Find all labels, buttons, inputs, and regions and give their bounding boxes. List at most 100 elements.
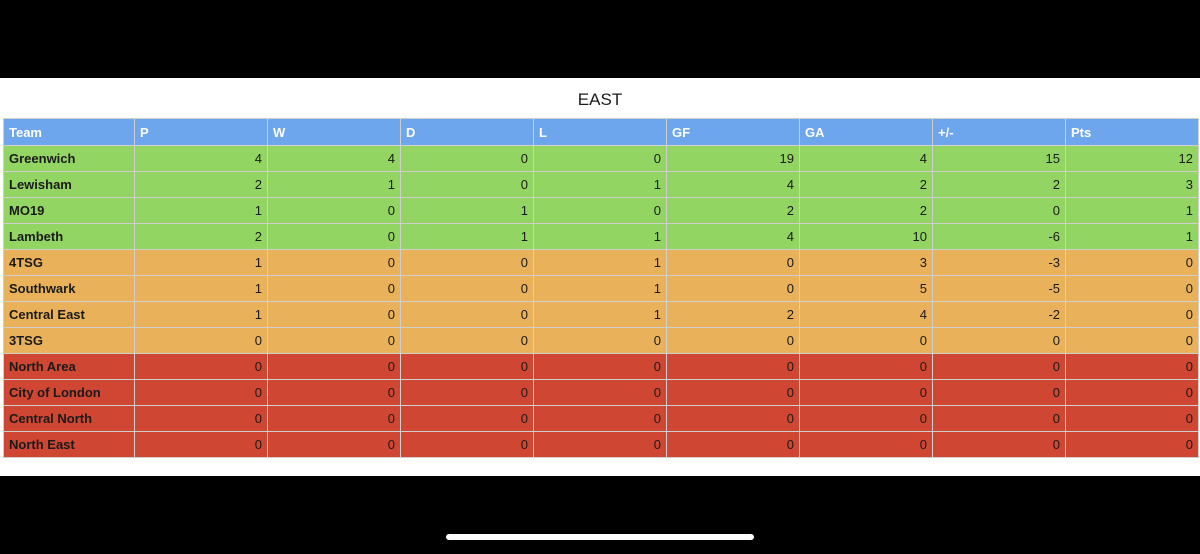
lost-cell[interactable]: 0 <box>533 379 667 406</box>
goals-against-cell[interactable]: 2 <box>799 197 933 224</box>
team-cell[interactable]: North East <box>3 431 135 458</box>
points-cell[interactable]: 0 <box>1065 327 1199 354</box>
lost-cell[interactable]: 1 <box>533 171 667 198</box>
goals-against-cell[interactable]: 0 <box>799 405 933 432</box>
points-cell[interactable]: 3 <box>1065 171 1199 198</box>
drawn-cell[interactable]: 0 <box>400 431 534 458</box>
won-cell[interactable]: 0 <box>267 379 401 406</box>
drawn-cell[interactable]: 1 <box>400 223 534 250</box>
goals-against-cell[interactable]: 4 <box>799 145 933 172</box>
column-header-team[interactable]: Team <box>3 118 135 146</box>
drawn-cell[interactable]: 0 <box>400 171 534 198</box>
column-header-played[interactable]: P <box>134 118 268 146</box>
goals-against-cell[interactable]: 5 <box>799 275 933 302</box>
won-cell[interactable]: 0 <box>267 353 401 380</box>
goals-for-cell[interactable]: 0 <box>666 249 800 276</box>
won-cell[interactable]: 0 <box>267 327 401 354</box>
goals-for-cell[interactable]: 4 <box>666 171 800 198</box>
won-cell[interactable]: 0 <box>267 275 401 302</box>
points-cell[interactable]: 0 <box>1065 405 1199 432</box>
drawn-cell[interactable]: 0 <box>400 405 534 432</box>
goals-against-cell[interactable]: 0 <box>799 327 933 354</box>
played-cell[interactable]: 2 <box>134 171 268 198</box>
goals-for-cell[interactable]: 0 <box>666 405 800 432</box>
team-cell[interactable]: Central North <box>3 405 135 432</box>
played-cell[interactable]: 1 <box>134 249 268 276</box>
goal-difference-cell[interactable]: 0 <box>932 197 1066 224</box>
drawn-cell[interactable]: 0 <box>400 145 534 172</box>
column-header-lost[interactable]: L <box>533 118 667 146</box>
points-cell[interactable]: 0 <box>1065 249 1199 276</box>
lost-cell[interactable]: 1 <box>533 249 667 276</box>
team-cell[interactable]: Central East <box>3 301 135 328</box>
lost-cell[interactable]: 0 <box>533 431 667 458</box>
lost-cell[interactable]: 0 <box>533 353 667 380</box>
team-cell[interactable]: 3TSG <box>3 327 135 354</box>
goal-difference-cell[interactable]: -2 <box>932 301 1066 328</box>
lost-cell[interactable]: 0 <box>533 327 667 354</box>
team-cell[interactable]: City of London <box>3 379 135 406</box>
goal-difference-cell[interactable]: 0 <box>932 379 1066 406</box>
played-cell[interactable]: 1 <box>134 275 268 302</box>
drawn-cell[interactable]: 0 <box>400 301 534 328</box>
points-cell[interactable]: 1 <box>1065 223 1199 250</box>
team-cell[interactable]: North Area <box>3 353 135 380</box>
won-cell[interactable]: 0 <box>267 223 401 250</box>
goal-difference-cell[interactable]: -3 <box>932 249 1066 276</box>
points-cell[interactable]: 1 <box>1065 197 1199 224</box>
team-cell[interactable]: Greenwich <box>3 145 135 172</box>
goal-difference-cell[interactable]: 0 <box>932 327 1066 354</box>
goals-for-cell[interactable]: 0 <box>666 379 800 406</box>
played-cell[interactable]: 0 <box>134 327 268 354</box>
lost-cell[interactable]: 1 <box>533 275 667 302</box>
column-header-goals-against[interactable]: GA <box>799 118 933 146</box>
goals-for-cell[interactable]: 2 <box>666 197 800 224</box>
goals-for-cell[interactable]: 19 <box>666 145 800 172</box>
points-cell[interactable]: 0 <box>1065 379 1199 406</box>
team-cell[interactable]: Southwark <box>3 275 135 302</box>
drawn-cell[interactable]: 0 <box>400 249 534 276</box>
goals-against-cell[interactable]: 10 <box>799 223 933 250</box>
lost-cell[interactable]: 1 <box>533 301 667 328</box>
goals-for-cell[interactable]: 0 <box>666 275 800 302</box>
goals-against-cell[interactable]: 4 <box>799 301 933 328</box>
won-cell[interactable]: 0 <box>267 301 401 328</box>
lost-cell[interactable]: 0 <box>533 197 667 224</box>
goals-against-cell[interactable]: 0 <box>799 353 933 380</box>
column-header-drawn[interactable]: D <box>400 118 534 146</box>
goal-difference-cell[interactable]: -6 <box>932 223 1066 250</box>
goals-for-cell[interactable]: 2 <box>666 301 800 328</box>
played-cell[interactable]: 4 <box>134 145 268 172</box>
goal-difference-cell[interactable]: -5 <box>932 275 1066 302</box>
goal-difference-cell[interactable]: 15 <box>932 145 1066 172</box>
goal-difference-cell[interactable]: 0 <box>932 405 1066 432</box>
team-cell[interactable]: MO19 <box>3 197 135 224</box>
won-cell[interactable]: 0 <box>267 405 401 432</box>
played-cell[interactable]: 0 <box>134 353 268 380</box>
points-cell[interactable]: 0 <box>1065 301 1199 328</box>
played-cell[interactable]: 1 <box>134 197 268 224</box>
home-indicator[interactable] <box>446 534 754 540</box>
played-cell[interactable]: 2 <box>134 223 268 250</box>
points-cell[interactable]: 0 <box>1065 353 1199 380</box>
points-cell[interactable]: 12 <box>1065 145 1199 172</box>
played-cell[interactable]: 0 <box>134 431 268 458</box>
goal-difference-cell[interactable]: 2 <box>932 171 1066 198</box>
column-header-goals-for[interactable]: GF <box>666 118 800 146</box>
goals-for-cell[interactable]: 0 <box>666 431 800 458</box>
played-cell[interactable]: 0 <box>134 405 268 432</box>
column-header-won[interactable]: W <box>267 118 401 146</box>
won-cell[interactable]: 4 <box>267 145 401 172</box>
goals-against-cell[interactable]: 2 <box>799 171 933 198</box>
won-cell[interactable]: 0 <box>267 249 401 276</box>
team-cell[interactable]: Lambeth <box>3 223 135 250</box>
drawn-cell[interactable]: 0 <box>400 327 534 354</box>
column-header-points[interactable]: Pts <box>1065 118 1199 146</box>
lost-cell[interactable]: 0 <box>533 145 667 172</box>
played-cell[interactable]: 0 <box>134 379 268 406</box>
drawn-cell[interactable]: 0 <box>400 275 534 302</box>
lost-cell[interactable]: 0 <box>533 405 667 432</box>
goal-difference-cell[interactable]: 0 <box>932 431 1066 458</box>
drawn-cell[interactable]: 0 <box>400 379 534 406</box>
goals-for-cell[interactable]: 0 <box>666 353 800 380</box>
